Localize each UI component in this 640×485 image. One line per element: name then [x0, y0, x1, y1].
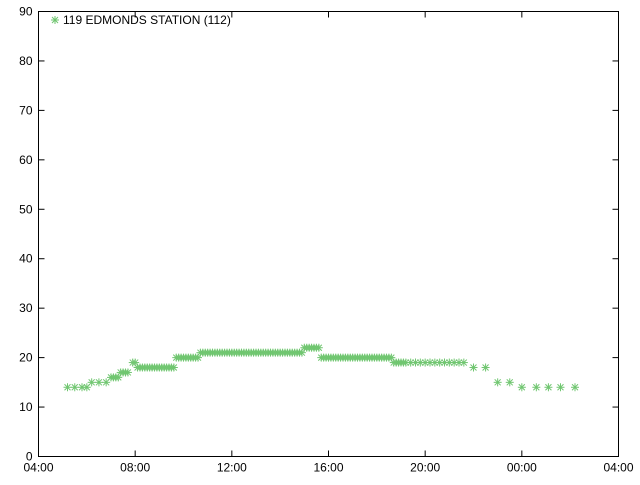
x-tick-label: 04:00 [23, 461, 53, 475]
plot-frame [38, 11, 619, 457]
data-point [450, 358, 459, 367]
data-point [169, 363, 178, 372]
y-tick-label: 40 [19, 252, 33, 266]
data-point [82, 383, 91, 392]
data-point [505, 378, 514, 387]
legend-label: 119 EDMONDS STATION (112) [63, 13, 231, 27]
data-point [571, 383, 579, 392]
x-tick-label: 20:00 [410, 461, 440, 475]
data-point [102, 378, 111, 387]
data-point [517, 383, 526, 392]
data-point [493, 378, 502, 387]
data-point [94, 378, 103, 387]
y-tick-label: 10 [19, 400, 33, 414]
data-point [70, 383, 79, 392]
data-point [469, 363, 478, 372]
data-point [123, 368, 132, 377]
data-point [314, 343, 323, 352]
y-tick-label: 70 [19, 103, 33, 117]
data-point [459, 358, 468, 367]
legend-marker-icon [51, 16, 59, 24]
x-tick-label: 00:00 [507, 461, 537, 475]
y-tick-label: 60 [19, 153, 33, 167]
data-points [63, 343, 579, 392]
x-tick-label: 08:00 [120, 461, 150, 475]
y-tick-label: 20 [19, 351, 33, 365]
y-tick-label: 80 [19, 54, 33, 68]
y-tick-label: 50 [19, 202, 33, 216]
legend: 119 EDMONDS STATION (112) [51, 13, 231, 27]
data-point [481, 363, 490, 372]
data-point [544, 383, 553, 392]
legend-asterisk [51, 16, 59, 24]
y-tick-label: 0 [26, 450, 33, 464]
data-point [556, 383, 565, 392]
y-tick-label: 90 [19, 5, 33, 19]
data-point [87, 378, 96, 387]
y-tick-label: 30 [19, 301, 33, 315]
x-tick-label: 04:00 [603, 461, 633, 475]
data-point [63, 383, 72, 392]
x-tick-label: 16:00 [313, 461, 343, 475]
x-tick-label: 12:00 [217, 461, 247, 475]
data-point [532, 383, 541, 392]
axis-ticks: 0 10 20 30 40 50 60 70 80 90 04:00 08:00 12:00 16:00 2… [19, 5, 634, 475]
